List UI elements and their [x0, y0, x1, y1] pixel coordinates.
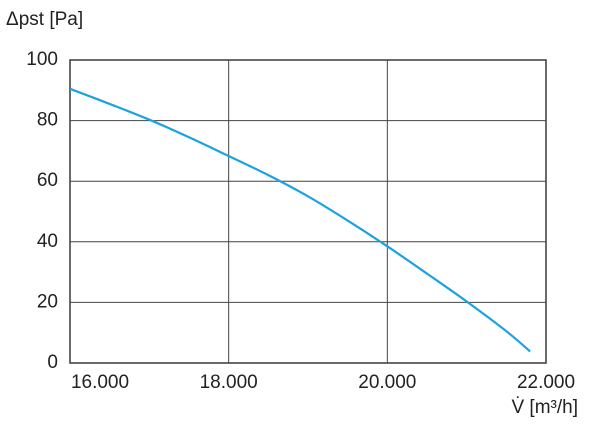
y-tick-label: 60 — [37, 170, 58, 191]
y-tick-label: 100 — [26, 49, 58, 70]
plot-frame — [69, 59, 547, 364]
y-tick-label: 40 — [37, 231, 58, 252]
y-tick-label: 80 — [37, 110, 58, 131]
y-tick-label: 20 — [37, 291, 58, 312]
y-axis-label: Δpst [Pa] — [6, 9, 83, 30]
x-axis-label: V̇ [m³/h] — [511, 397, 578, 418]
x-tick-label: 20.000 — [358, 372, 416, 393]
x-tick-label: 18.000 — [200, 372, 258, 393]
curve — [69, 87, 531, 353]
y-tick-label: 0 — [47, 352, 58, 373]
x-tick-label: 22.000 — [517, 372, 575, 393]
x-tick-label: 16.000 — [71, 372, 129, 393]
